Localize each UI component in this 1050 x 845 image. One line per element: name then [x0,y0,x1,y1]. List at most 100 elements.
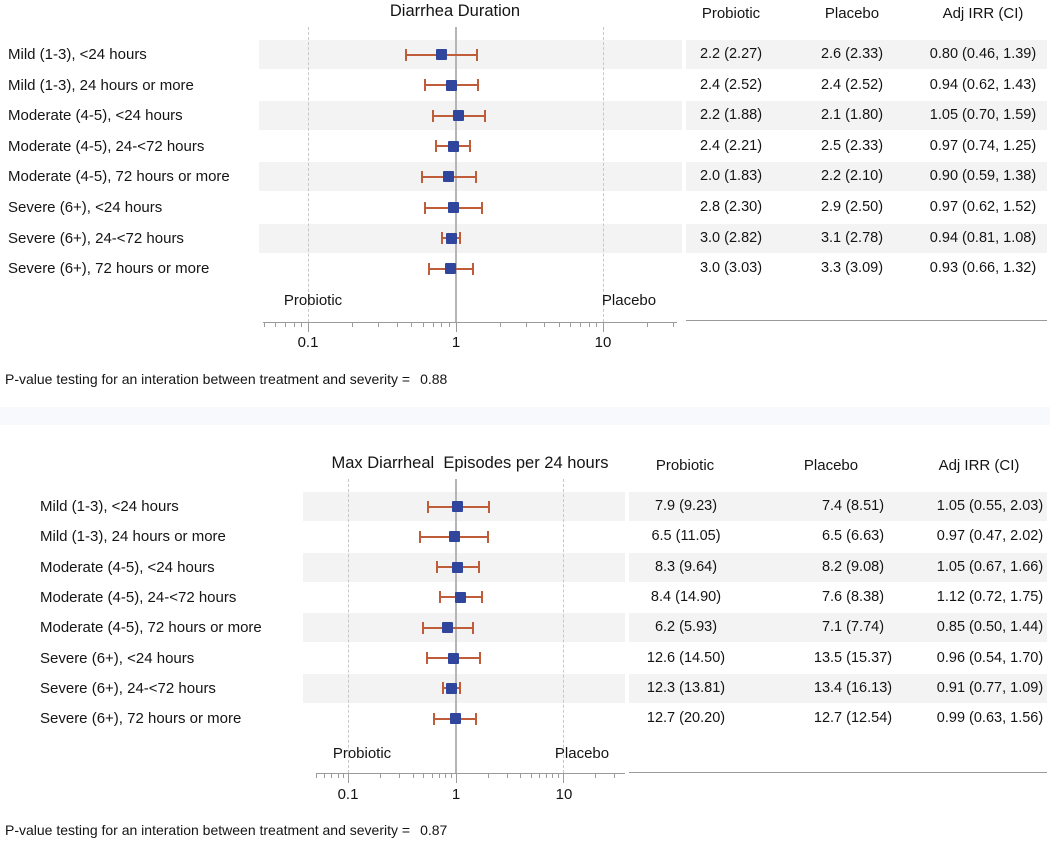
ci-cap-left [427,262,430,275]
axis-major-tick [455,773,457,783]
row-label: Moderate (4-5), 72 hours or more [40,619,262,637]
table-cell-probiotic: 2.2 (2.27) [699,46,763,62]
axis-minor-tick [450,773,452,778]
table-cell-probiotic: 7.9 (9.23) [654,498,718,514]
point-estimate-marker [442,622,454,634]
dashed-gridline [308,27,309,322]
axis-minor-tick [539,773,541,778]
ci-cap-right [458,682,461,695]
ci-cap-left [420,170,423,183]
point-estimate-marker [452,501,464,512]
ci-cap-right [478,561,481,574]
axis-minor-tick [315,773,317,778]
group-label-placebo: Placebo [601,292,657,309]
table-cell-probiotic: 2.8 (2.30) [699,199,763,215]
table-cell-probiotic: 12.6 (14.50) [646,649,726,666]
ci-cap-right [475,48,478,61]
ci-cap-right [475,170,478,183]
point-estimate-marker [455,591,467,603]
axis-minor-tick [324,773,326,778]
row-label: Moderate (4-5), <24 hours [40,558,215,576]
axis-minor-tick [422,322,424,327]
x-tick-label-1: 1 [451,334,461,351]
row-label: Severe (6+), 24-<72 hours [8,229,184,247]
axis-minor-tick [263,322,265,327]
table-cell-probiotic: 12.3 (13.81) [646,679,726,696]
table-cell-adj_irr: 0.99 (0.63, 1.56) [936,710,1044,727]
axis-minor-tick [399,773,401,778]
ci-cap-left [425,652,428,664]
axis-minor-tick [499,322,501,327]
axis-minor-tick [445,773,447,778]
axis-minor-tick [552,773,554,778]
pvalue-value: 0.87 [420,822,448,838]
table-cell-probiotic: 8.3 (9.64) [654,558,718,575]
pvalue-footnote-text: P-value testing for an interation betwee… [5,371,411,387]
row-label: Severe (6+), <24 hours [40,649,195,667]
table-cell-adj_irr: 0.90 (0.59, 1.38) [929,168,1037,185]
ci-cap-right [459,232,462,245]
axis-major-tick [308,322,309,332]
column-header-adj-irr: Adj IRR (CI) [942,5,1024,22]
table-cell-adj_irr: 0.96 (0.54, 1.70) [936,649,1044,666]
table-cell-placebo: 13.4 (16.13) [813,679,893,696]
table-cell-probiotic: 3.0 (3.03) [699,260,763,277]
ci-cap-right [487,530,490,543]
axis-minor-tick [487,773,489,778]
table-cell-probiotic: 2.4 (2.21) [699,137,763,154]
row-label: Moderate (4-5), 24-<72 hours [8,137,205,155]
point-estimate-marker [435,49,447,60]
ci-cap-right [481,201,484,214]
row-label: Mild (1-3), 24 hours or more [8,76,194,94]
axis-minor-tick [546,773,548,778]
axis-minor-tick [525,322,527,327]
column-header-placebo: Placebo [803,457,859,474]
x-axis-line [316,773,625,774]
point-estimate-marker [448,652,460,664]
table-cell-adj_irr: 0.93 (0.66, 1.32) [929,260,1037,277]
point-estimate-marker [445,682,457,694]
table-cell-adj_irr: 0.97 (0.47, 2.02) [936,528,1044,545]
axis-minor-tick [673,322,675,327]
table-cell-adj_irr: 0.97 (0.74, 1.25) [929,137,1037,154]
x-tick-label-1: 1 [451,786,461,803]
row-stripe [686,162,1047,192]
row-label: Moderate (4-5), <24 hours [8,107,183,125]
table-cell-placebo: 8.2 (9.08) [821,558,885,575]
row-stripe [686,40,1047,69]
axis-minor-tick [380,773,382,778]
axis-minor-tick [614,773,616,778]
row-label: Severe (6+), 24-<72 hours [40,679,216,697]
dashed-gridline [348,479,350,773]
table-cell-adj_irr: 0.94 (0.62, 1.43) [929,76,1037,93]
axis-minor-tick [352,322,354,327]
axis-minor-tick [431,773,433,778]
table-cell-probiotic: 8.4 (14.90) [650,588,722,605]
ci-cap-right [472,262,475,275]
pvalue-footnote-text: P-value testing for an interation betwee… [5,822,411,838]
ci-cap-right [468,140,471,153]
table-cell-adj_irr: 0.91 (0.77, 1.09) [936,679,1044,696]
row-label: Severe (6+), 72 hours or more [40,710,242,728]
axis-minor-tick [412,773,414,778]
table-separator-line [686,320,1047,321]
axis-minor-tick [580,322,582,327]
axis-minor-tick [337,773,339,778]
figure-title: Max Diarrheal Episodes per 24 hours [331,454,609,472]
axis-minor-tick [293,322,295,327]
x-axis-line [263,322,677,323]
column-header-adj-irr: Adj IRR (CI) [938,457,1020,474]
group-label-probiotic: Probiotic [332,745,392,762]
axis-minor-tick [448,322,450,327]
row-stripe [303,673,625,703]
ci-cap-left [423,201,426,214]
axis-minor-tick [557,773,559,778]
axis-major-tick [348,773,350,783]
table-cell-probiotic: 2.4 (2.52) [699,76,763,93]
ci-cap-right [487,500,490,513]
dashed-gridline [562,479,564,773]
column-header-probiotic: Probiotic [701,5,761,22]
table-cell-probiotic: 6.2 (5.93) [654,619,718,636]
ci-cap-right [475,712,478,725]
